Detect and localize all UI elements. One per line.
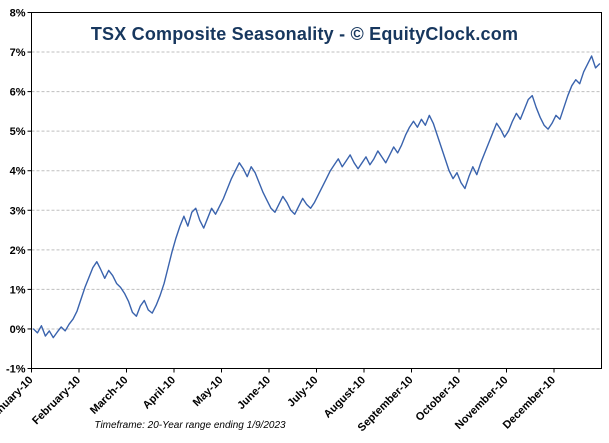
y-axis-label: 0% [10,324,26,336]
series-line [32,55,601,339]
x-axis-label: March-10 [88,374,131,417]
chart-footnote: Timeframe: 20-Year range ending 1/9/2023 [94,420,286,431]
y-axis-label: 1% [10,284,26,296]
y-axis-label: 4% [10,166,26,178]
y-axis-label: 5% [10,126,26,138]
y-axis-label: -1% [6,364,26,376]
x-axis-label: January-10 [0,374,36,424]
x-axis-label: July-10 [285,374,320,409]
x-axis-label: October-10 [414,374,464,424]
x-axis-label: June-10 [235,374,273,412]
x-axis-label: May-10 [191,374,226,409]
x-axis-label: April-10 [141,374,178,411]
plot-border [31,12,602,369]
y-axis-label: 7% [10,47,26,59]
y-axis-label: 2% [10,245,26,257]
chart-title: TSX Composite Seasonality - © EquityCloc… [90,24,519,44]
y-axis-label: 8% [10,8,26,20]
x-axis-label: August-10 [322,374,369,421]
y-axis-label: 6% [10,87,26,99]
y-axis-label: 3% [10,205,26,217]
